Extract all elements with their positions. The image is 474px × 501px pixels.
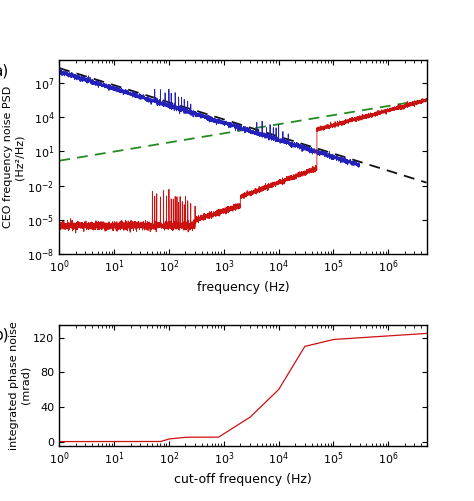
Y-axis label: CEO frequency noise PSD
(Hz²/Hz): CEO frequency noise PSD (Hz²/Hz) <box>3 86 25 228</box>
X-axis label: cut-off frequency (Hz): cut-off frequency (Hz) <box>174 473 312 486</box>
Text: b): b) <box>0 327 9 342</box>
Y-axis label: integrated phase noise
(mrad): integrated phase noise (mrad) <box>9 321 30 450</box>
Text: a): a) <box>0 64 9 79</box>
X-axis label: frequency (Hz): frequency (Hz) <box>197 281 289 294</box>
